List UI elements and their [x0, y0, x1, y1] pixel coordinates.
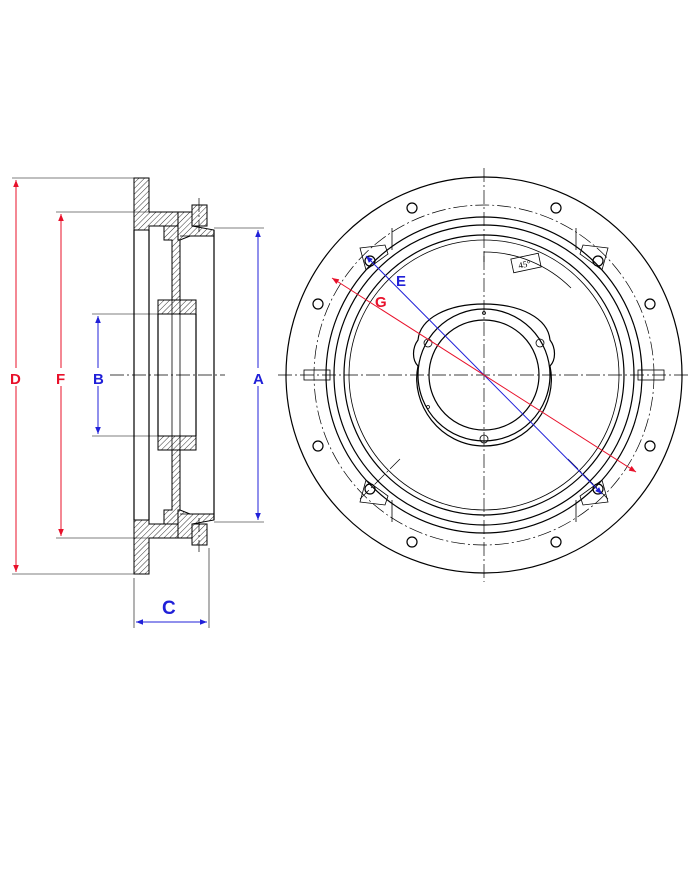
label-b: B — [93, 371, 104, 388]
front-view: 45° E G — [278, 168, 688, 582]
label-c: C — [162, 598, 176, 619]
label-e: E — [396, 273, 406, 290]
label-f: F — [56, 371, 65, 388]
extension-lines — [12, 177, 264, 628]
angle-note: 45° — [517, 258, 532, 270]
dimension-g-line — [331, 277, 637, 473]
label-d: D — [10, 371, 21, 388]
side-section-view — [110, 177, 225, 575]
label-a: A — [253, 371, 264, 388]
label-g: G — [375, 294, 387, 311]
